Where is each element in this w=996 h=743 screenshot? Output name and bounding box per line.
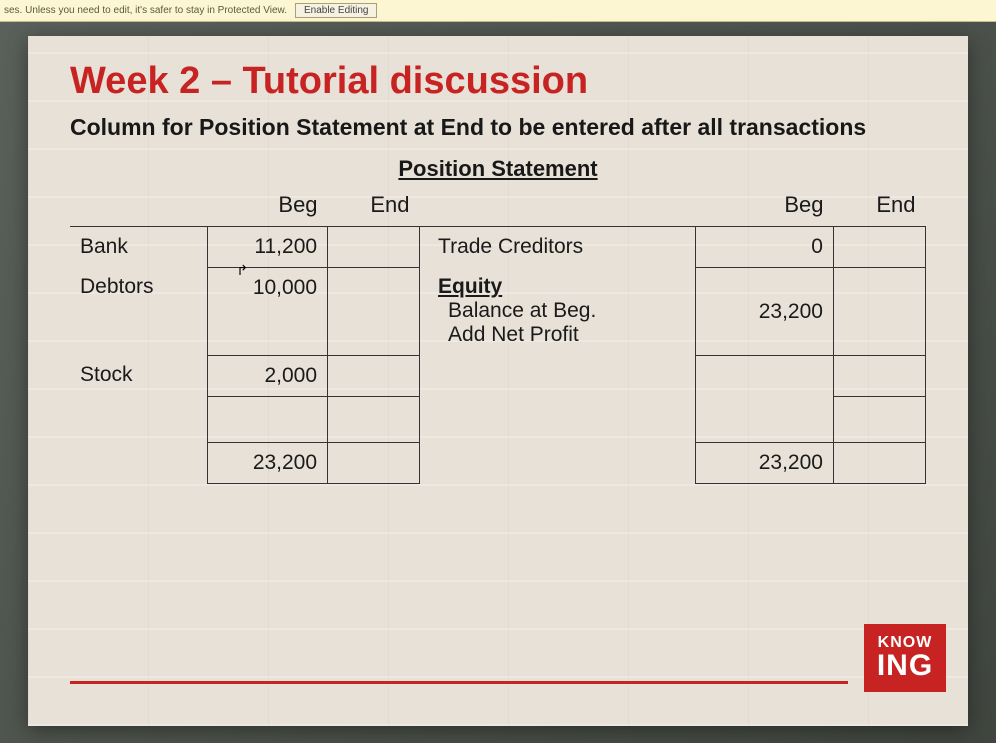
row-label: Bank [70,226,208,267]
row-end [833,226,925,267]
table-heading: Position Statement [70,156,926,182]
slide: Week 2 – Tutorial discussion Column for … [28,36,968,726]
row-beg: 10,000 ↱ [208,267,328,355]
total-end-right [833,442,925,483]
protected-view-bar: ses. Unless you need to edit, it's safer… [0,0,996,22]
row-end [328,226,420,267]
row-label: Trade Creditors [420,226,696,267]
slide-subtitle: Column for Position Statement at End to … [70,113,926,142]
row-label: Add Net Profit [438,323,579,346]
brand-logo: KNOW ING [864,624,946,692]
row-label: Stock [70,355,208,396]
row-end [328,267,420,355]
row-beg: 23,200 [696,267,834,355]
footer-rule [70,681,848,684]
total-beg-left: 23,200 [208,442,328,483]
col-header-beg-left: Beg [208,184,328,227]
row-end [833,267,925,355]
total-beg-right: 23,200 [696,442,834,483]
editor-canvas: Week 2 – Tutorial discussion Column for … [0,22,996,743]
position-statement-region: Position Statement Beg End Beg End Bank … [70,156,926,484]
slide-title: Week 2 – Tutorial discussion [70,60,926,103]
row-label: Balance at Beg. [438,299,596,322]
col-header-end-left: End [328,184,420,227]
row-label: Debtors [70,267,208,355]
row-beg [696,355,834,396]
col-header-end-right: End [833,184,925,227]
position-statement-table: Beg End Beg End Bank 11,200 Trade Credit… [70,184,926,484]
row-beg: 0 [696,226,834,267]
protected-view-message: ses. Unless you need to edit, it's safer… [4,5,287,16]
enable-editing-button[interactable]: Enable Editing [295,3,378,18]
total-end-left [328,442,420,483]
col-header-beg-right: Beg [696,184,834,227]
equity-heading: Equity [438,275,502,298]
row-beg: 2,000 [208,355,328,396]
row-end [833,355,925,396]
row-beg: 11,200 [208,226,328,267]
logo-line2: ING [877,651,933,681]
row-end [328,355,420,396]
